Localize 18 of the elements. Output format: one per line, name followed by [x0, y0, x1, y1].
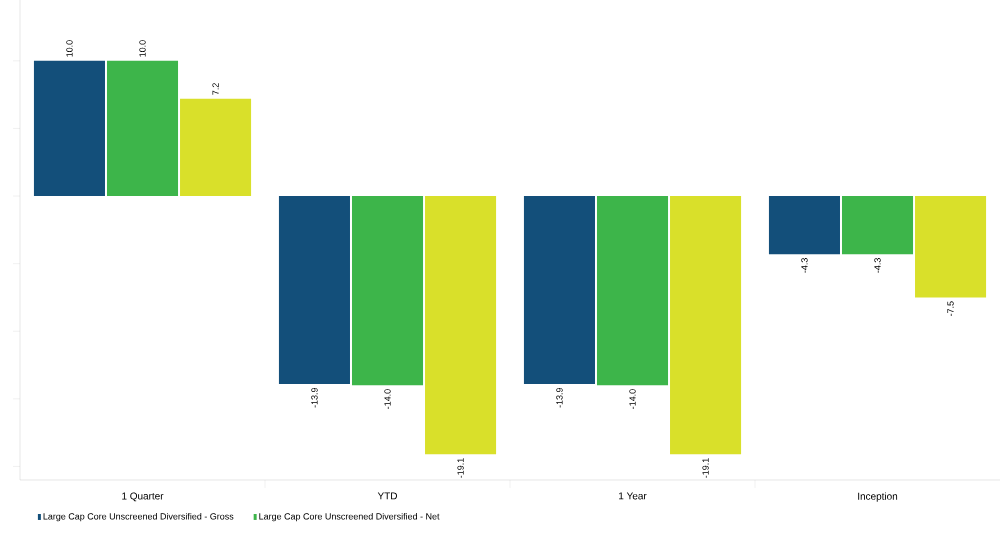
- data-label: -4.3: [874, 258, 881, 273]
- x-tick-label: 1 Quarter: [122, 492, 164, 502]
- data-label: -7.5: [947, 301, 954, 317]
- data-label: -13.9: [311, 387, 318, 408]
- data-label: -19.1: [702, 458, 709, 478]
- data-label: -14.0: [629, 389, 636, 409]
- data-label: -14.0: [384, 389, 391, 409]
- data-label: -4.3: [801, 258, 808, 273]
- data-label: 7.2: [212, 83, 219, 95]
- x-tick-label: YTD: [377, 492, 397, 500]
- data-label: 10.0: [139, 40, 146, 57]
- legend-label: Large Cap Core Unscreened Diversified - Net: [259, 512, 440, 522]
- data-label: -13.9: [556, 387, 563, 408]
- x-tick-label: 1 Year: [619, 492, 647, 500]
- data-label: 10.0: [66, 40, 73, 57]
- x-tick-label: Inception: [858, 492, 898, 502]
- data-label: -19.1: [457, 458, 464, 478]
- legend-label: Large Cap Core Unscreened Diversified - Gross: [43, 512, 234, 522]
